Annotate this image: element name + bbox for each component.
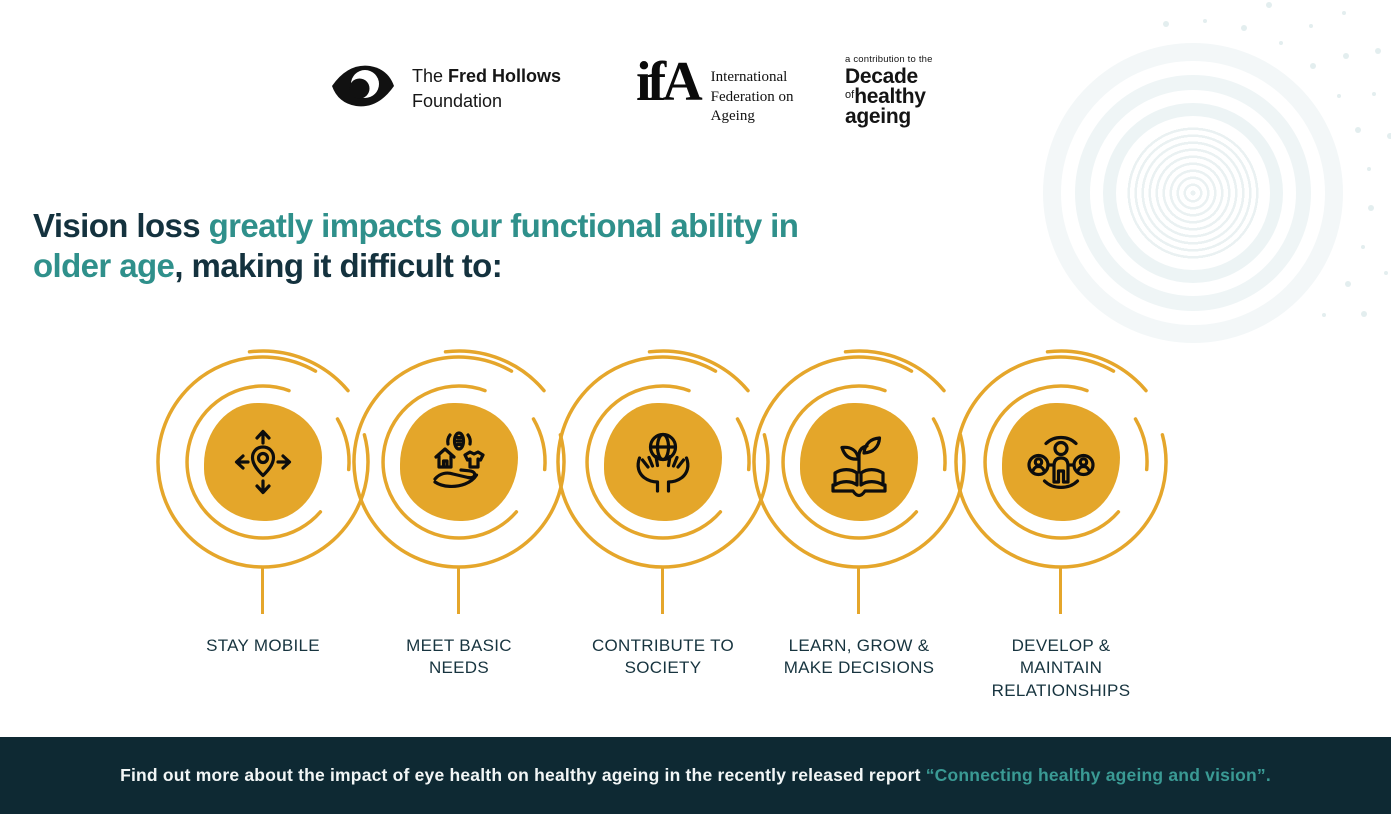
people-network-icon [1027, 435, 1095, 489]
footer-banner: Find out more about the impact of eye he… [0, 737, 1391, 814]
footer-text: Find out more about the impact of eye he… [120, 765, 926, 785]
fred-hollows-wordmark: The Fred Hollows Foundation [412, 66, 562, 111]
ifa-wordmark: International Federation on Ageing [710, 69, 794, 124]
item-contribute-to-society: CONTRIBUTE TO SOCIETY [548, 347, 778, 747]
item-label: LEARN, GROW & MAKE DECISIONS [783, 636, 935, 678]
decade-healthy-ageing-logo: a contribution to the Decade ofhealthy a… [845, 54, 933, 127]
decade-tagline: a contribution to the [845, 54, 933, 65]
spiral-rings [752, 349, 966, 569]
ifa-mark: ifA [636, 51, 703, 113]
page-title-line1: Vision loss greatly impacts our function… [33, 207, 799, 244]
item-label: MEET BASIC NEEDS [406, 636, 512, 678]
amber-blob [604, 403, 722, 521]
fred-hollows-logo: The Fred Hollows Foundation [330, 60, 561, 117]
item-meet-basic-needs: MEET BASIC NEEDS [344, 347, 574, 747]
decor-ring-mid [1075, 75, 1311, 311]
hand-essentials-icon [433, 431, 485, 488]
spiral-rings [556, 349, 770, 569]
decor-ring-outer [1043, 43, 1343, 343]
decor-ring-core [1127, 127, 1259, 259]
connector-stem [857, 567, 860, 614]
item-label: CONTRIBUTE TO SOCIETY [591, 636, 735, 678]
spiral-rings [156, 349, 370, 569]
item-learn-grow-decide: LEARN, GROW & MAKE DECISIONS [744, 347, 974, 747]
connector-stem [661, 567, 664, 614]
move-pin-icon [234, 429, 292, 495]
item-develop-relationships: DEVELOP & MAINTAIN RELATIONSHIPS [946, 347, 1176, 747]
ifa-logo: ifA International Federation on Ageing [636, 52, 794, 127]
fred-hollows-eye-icon [330, 60, 396, 117]
item-stay-mobile: STAY MOBILE [148, 347, 378, 747]
connector-stem [261, 567, 264, 614]
item-label: STAY MOBILE [206, 636, 320, 655]
amber-blob [400, 403, 518, 521]
amber-blob [1002, 403, 1120, 521]
spiral-rings [352, 349, 566, 569]
item-label: DEVELOP & MAINTAIN RELATIONSHIPS [991, 636, 1131, 700]
connector-stem [457, 567, 460, 614]
decor-ring-inner [1103, 103, 1283, 283]
book-sprout-icon [831, 436, 887, 498]
report-title-link[interactable]: “Connecting healthy ageing and vision”. [925, 765, 1271, 785]
connector-stem [1059, 567, 1062, 614]
spiral-rings [954, 349, 1168, 569]
hands-globe-icon [636, 432, 690, 493]
page-title: Vision loss greatly impacts our function… [33, 206, 799, 286]
decor-dot-arc [0, 0, 6, 6]
decade-wordmark: Decade ofhealthy ageing [845, 65, 926, 128]
page-title-line2: older age, making it difficult to: [33, 247, 503, 284]
